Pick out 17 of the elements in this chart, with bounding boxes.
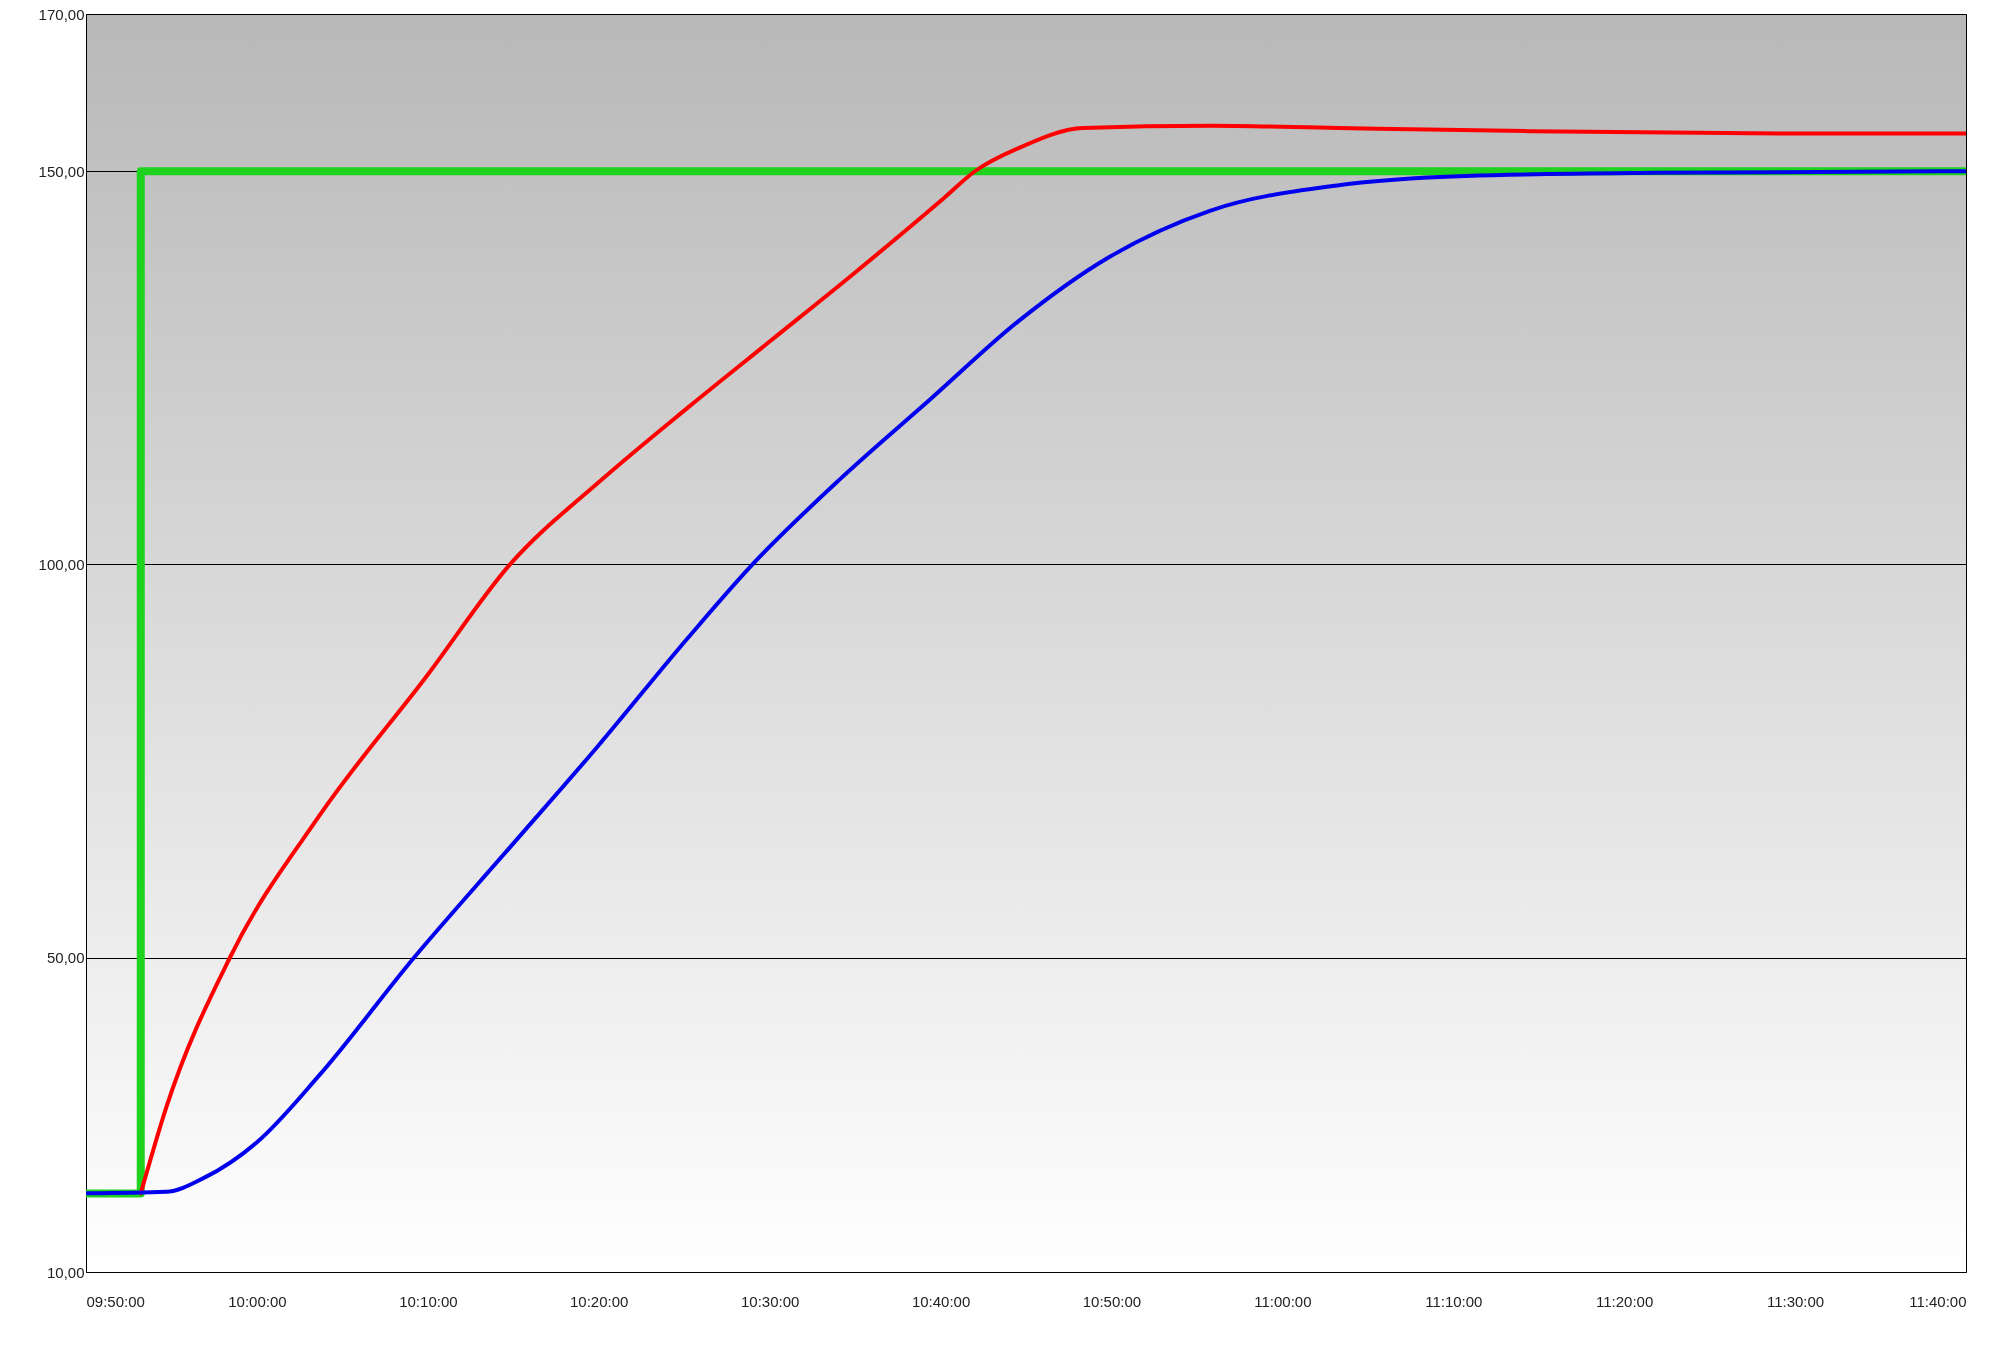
x-tick-label: 11:40:00 [1909, 1292, 1967, 1310]
x-tick-label: 11:20:00 [1595, 1292, 1654, 1310]
x-tick-label: 09:50:00 [86, 1292, 145, 1310]
y-tick-label: 150,00 [38, 162, 85, 180]
y-tick-label: 50,00 [46, 949, 85, 966]
x-tick-label: 11:30:00 [1766, 1292, 1825, 1310]
x-tick-label: 11:00:00 [1254, 1292, 1312, 1310]
y-tick-label: 100,00 [38, 555, 85, 573]
x-tick-label: 10:20:00 [570, 1292, 629, 1310]
x-tick-label: 10:10:00 [399, 1292, 458, 1310]
x-tick-label: 10:30:00 [740, 1292, 800, 1310]
x-tick-label: 10:40:00 [911, 1292, 971, 1310]
y-tick-label: 10,00 [46, 1263, 85, 1281]
x-tick-label: 10:50:00 [1082, 1292, 1142, 1310]
y-tick-label: 170,00 [38, 5, 85, 23]
x-tick-label: 10:00:00 [228, 1292, 287, 1310]
x-tick-label: 11:10:00 [1425, 1292, 1483, 1310]
